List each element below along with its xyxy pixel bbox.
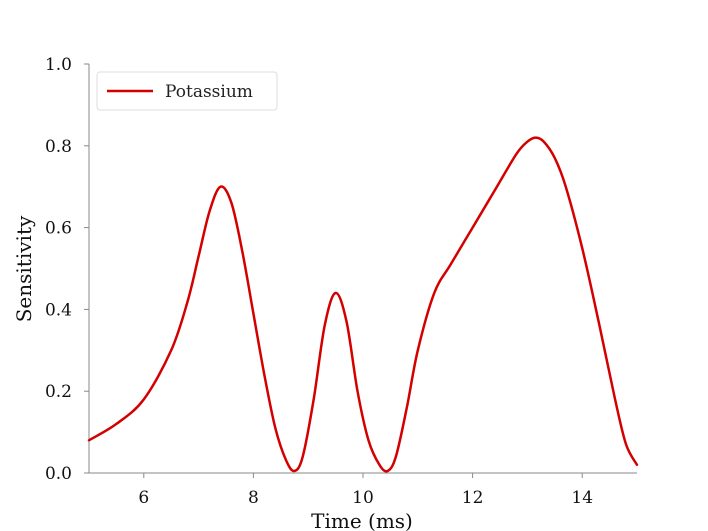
data-point: [208, 210, 210, 212]
data-point: [597, 320, 599, 322]
data-point: [302, 455, 304, 457]
y-tick-label: 1.0: [45, 55, 72, 75]
y-tick-label: 0.0: [45, 464, 72, 484]
data-point: [219, 186, 221, 188]
data-point: [252, 312, 254, 314]
data-point: [378, 464, 380, 466]
legend: Potassium: [96, 71, 278, 111]
data-point: [186, 300, 188, 302]
data-point: [565, 186, 567, 188]
data-point: [197, 255, 199, 257]
x-ticks: 6 8 10 12 14: [138, 473, 593, 508]
data-point: [274, 427, 276, 429]
y-tick-label: 0.6: [45, 219, 72, 239]
x-tick-label: 12: [462, 488, 484, 508]
data-point: [554, 157, 556, 159]
data-point: [515, 153, 517, 155]
data-point: [293, 470, 295, 472]
x-axis-title: Time (ms): [311, 509, 413, 531]
x-tick-label: 8: [248, 488, 259, 508]
data-point: [386, 470, 388, 472]
x-tick-label: 6: [138, 488, 149, 508]
data-point: [614, 398, 616, 400]
series-layer: [87, 136, 639, 473]
data-point: [263, 374, 265, 376]
y-ticks: 0.0 0.2 0.4 0.6 0.8 1.0: [45, 55, 89, 484]
data-point: [88, 439, 90, 441]
data-point: [526, 141, 528, 143]
data-point: [636, 464, 638, 466]
data-point: [285, 460, 287, 462]
series-line-potassium: [87, 136, 639, 473]
x-tick-label: 10: [352, 488, 374, 508]
data-point: [367, 439, 369, 441]
data-point: [433, 292, 435, 294]
data-point: [334, 292, 336, 294]
data-point: [395, 455, 397, 457]
data-point: [345, 320, 347, 322]
legend-label-potassium: Potassium: [165, 82, 253, 102]
data-point: [625, 443, 627, 445]
data-point: [534, 136, 536, 138]
data-point: [449, 263, 451, 265]
data-point: [543, 141, 545, 143]
data-point: [417, 349, 419, 351]
data-point: [581, 247, 583, 249]
data-point: [323, 325, 325, 327]
data-point: [170, 349, 172, 351]
x-tick-label: 14: [571, 488, 593, 508]
axes: [88, 64, 637, 474]
legend-box: [96, 71, 278, 111]
data-point: [230, 202, 232, 204]
y-tick-label: 0.8: [45, 137, 72, 157]
y-tick-label: 0.4: [45, 300, 72, 320]
y-axis-title: Sensitivity: [12, 215, 36, 322]
data-point: [406, 406, 408, 408]
data-point: [241, 251, 243, 253]
data-point: [312, 398, 314, 400]
data-point: [471, 226, 473, 228]
data-point: [493, 190, 495, 192]
data-point: [143, 398, 145, 400]
data-point: [356, 390, 358, 392]
data-point: [115, 423, 117, 425]
y-tick-label: 0.2: [45, 382, 72, 402]
